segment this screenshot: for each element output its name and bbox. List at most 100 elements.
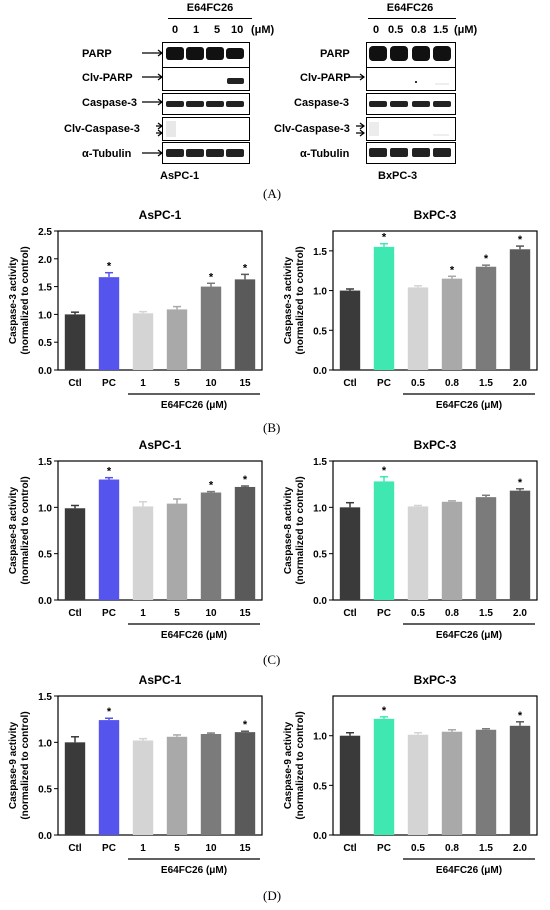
blot-conc-label: 0.8	[411, 24, 427, 36]
blot-image-clv-caspase3	[162, 117, 250, 141]
x-tick-label: Ctl	[68, 843, 82, 854]
bar	[373, 718, 395, 835]
band-label-parp: PARP	[82, 48, 112, 60]
bar	[373, 481, 395, 600]
y-axis-label: (normalized to control)	[295, 711, 306, 819]
x-group-label: E64FC26 (μM)	[161, 630, 227, 641]
blot-conc-label: 5	[214, 24, 221, 36]
y-axis-label: Caspase-8 activity	[8, 486, 19, 574]
blot-image-caspase3	[162, 93, 250, 115]
x-tick-label: Ctl	[343, 608, 357, 619]
bar	[132, 740, 154, 835]
bar	[64, 508, 86, 600]
y-tick-label: 0.5	[313, 326, 327, 337]
y-tick-label: 1.5	[38, 457, 52, 468]
chart-b-bxpc3: BxPC-3 0.0 0.5 1.0 1.5 Caspase-3 activity (nor…	[283, 208, 538, 411]
x-group-label: E64FC26 (μM)	[161, 400, 227, 411]
significance-marker: *	[382, 232, 387, 244]
bar	[441, 501, 463, 600]
y-axis-label: Caspase-3 activity	[8, 256, 19, 344]
y-tick-label: 2.5	[38, 227, 52, 238]
y-tick-label: 0.5	[38, 550, 52, 561]
x-tick-label: PC	[377, 378, 391, 389]
blot-drug-label: E64FC26	[386, 2, 434, 14]
band-label-tubulin: α-Tubulin	[82, 148, 132, 160]
band-label-tubulin: α-Tubulin	[300, 148, 350, 160]
bar	[407, 287, 429, 370]
bar	[339, 735, 361, 835]
blot-image-parp	[366, 42, 456, 68]
y-tick-label: 0.0	[38, 366, 52, 377]
panel-label-d: (D)	[263, 888, 282, 903]
x-tick-label: 1	[140, 608, 146, 619]
y-axis-label: (normalized to control)	[20, 246, 31, 354]
blot-image-tubulin	[162, 142, 250, 164]
panel-label-b: (B)	[263, 420, 281, 435]
bar	[234, 486, 256, 600]
band-label-clv-parp: Clv-PARP	[82, 72, 133, 84]
blot-drug-underline	[168, 18, 252, 19]
y-axis-label: Caspase-3 activity	[283, 256, 294, 344]
bar	[132, 313, 154, 370]
x-tick-label: 15	[239, 378, 251, 389]
y-tick-label: 1.5	[313, 247, 327, 258]
x-tick-label: 15	[239, 843, 251, 854]
bar	[98, 479, 120, 600]
blot-image-clv-parp	[162, 67, 250, 91]
blot-drug-underline	[368, 18, 456, 19]
y-axis-label: (normalized to control)	[20, 476, 31, 584]
x-tick-label: 5	[174, 843, 180, 854]
bar	[132, 506, 154, 600]
x-tick-label: PC	[102, 843, 116, 854]
x-group-label: E64FC26 (μM)	[161, 865, 227, 876]
x-tick-label: 15	[239, 608, 251, 619]
blot-conc-label: 10	[231, 24, 244, 36]
y-tick-label: 1.0	[313, 732, 327, 743]
x-tick-label: 0.5	[411, 608, 425, 619]
significance-marker: *	[107, 261, 112, 273]
chart-title: AsPC-1	[139, 208, 182, 222]
band-label-clv-parp: Clv-PARP	[300, 72, 351, 84]
bar	[407, 506, 429, 600]
bar	[200, 492, 222, 600]
blot-conc-label: 0	[373, 24, 380, 36]
significance-marker: *	[518, 477, 523, 489]
y-axis-label: Caspase-8 activity	[283, 486, 294, 574]
bar	[407, 734, 429, 835]
x-tick-label: 0.8	[445, 843, 459, 854]
y-tick-label: 0.5	[38, 785, 52, 796]
x-tick-label: 2.0	[513, 843, 527, 854]
y-tick-label: 0.5	[313, 781, 327, 792]
x-tick-label: Ctl	[343, 843, 357, 854]
y-axis-label: Caspase-9 activity	[8, 721, 19, 809]
plot-frame	[57, 695, 263, 836]
blot-image-clv-parp	[366, 67, 456, 91]
x-tick-label: 5	[174, 378, 180, 389]
x-tick-label: 10	[205, 608, 217, 619]
y-tick-label: 0.0	[38, 831, 52, 842]
y-tick-label: 0.0	[313, 366, 327, 377]
y-tick-label: 0.5	[313, 550, 327, 561]
significance-marker: *	[518, 234, 523, 246]
band-label-caspase3: Caspase-3	[82, 97, 138, 109]
y-tick-label: 1.0	[38, 738, 52, 749]
bar	[441, 278, 463, 370]
x-tick-label: PC	[102, 378, 116, 389]
bar	[64, 314, 86, 370]
bar	[234, 279, 256, 370]
significance-marker: *	[243, 262, 248, 274]
x-tick-label: 10	[205, 843, 217, 854]
x-tick-label: 2.0	[513, 378, 527, 389]
bar	[509, 490, 531, 600]
bar	[200, 733, 222, 835]
chart-title: BxPC-3	[414, 438, 457, 452]
x-tick-label: 5	[174, 608, 180, 619]
x-tick-label: Ctl	[68, 378, 82, 389]
panel-label-c: (C)	[263, 652, 281, 667]
bar	[475, 266, 497, 370]
significance-marker: *	[484, 253, 489, 265]
blot-image-caspase3	[366, 93, 456, 115]
bar	[98, 720, 120, 835]
band-label-parp: PARP	[320, 48, 350, 60]
western-blot-aspc1: E64FC26 0 1 5 10 (μM) PARP Clv-PARP Casp…	[0, 0, 274, 190]
